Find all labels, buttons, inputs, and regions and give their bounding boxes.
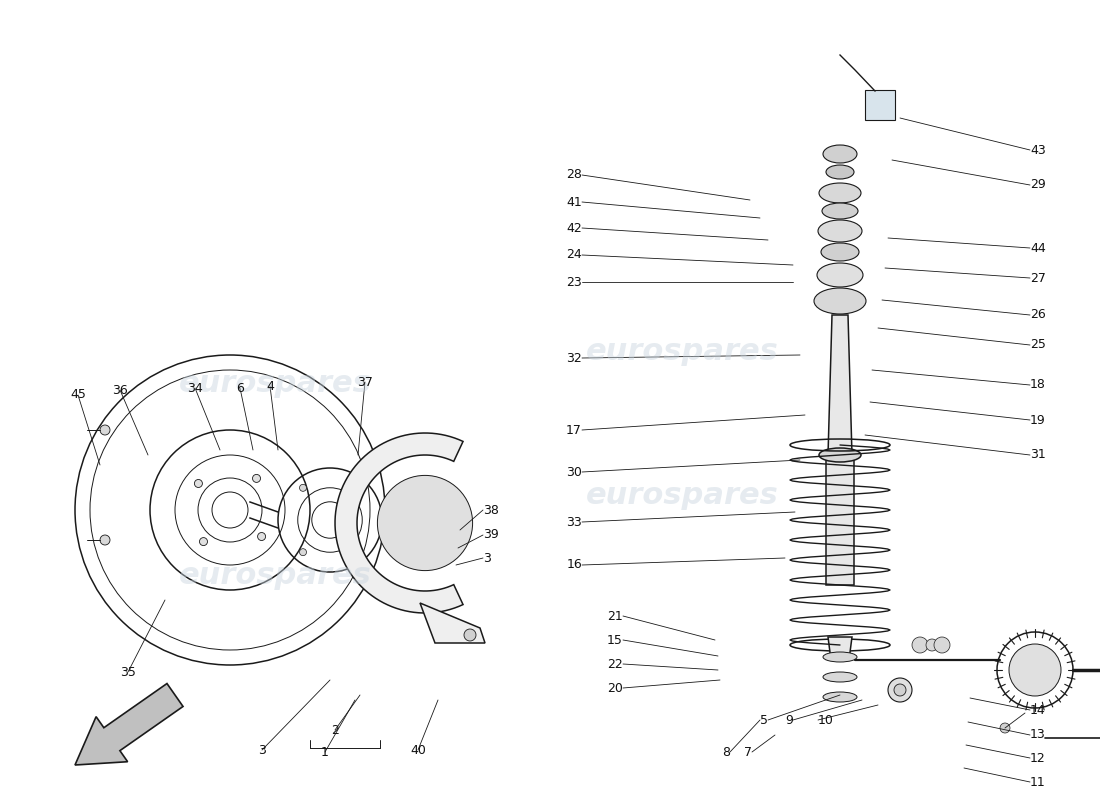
Polygon shape — [420, 603, 485, 643]
Text: 12: 12 — [1030, 751, 1046, 765]
Text: 36: 36 — [112, 383, 128, 397]
Circle shape — [199, 538, 208, 546]
Text: 10: 10 — [818, 714, 834, 726]
Text: 30: 30 — [566, 466, 582, 478]
Ellipse shape — [820, 183, 861, 203]
Text: 21: 21 — [607, 610, 623, 622]
Text: 35: 35 — [120, 666, 136, 678]
Text: 27: 27 — [1030, 271, 1046, 285]
Text: 7: 7 — [744, 746, 752, 758]
Polygon shape — [336, 433, 463, 613]
Text: 24: 24 — [566, 249, 582, 262]
Circle shape — [100, 535, 110, 545]
Text: eurospares: eurospares — [585, 338, 779, 366]
Text: 31: 31 — [1030, 449, 1046, 462]
Text: 1: 1 — [321, 746, 329, 758]
Text: 26: 26 — [1030, 309, 1046, 322]
Text: 18: 18 — [1030, 378, 1046, 391]
Ellipse shape — [823, 672, 857, 682]
Text: eurospares: eurospares — [585, 482, 779, 510]
Ellipse shape — [817, 263, 864, 287]
Text: eurospares: eurospares — [178, 370, 372, 398]
Ellipse shape — [818, 220, 862, 242]
Polygon shape — [828, 637, 852, 660]
Text: 4: 4 — [266, 379, 274, 393]
Text: 28: 28 — [566, 169, 582, 182]
Text: 6: 6 — [236, 382, 244, 394]
Text: 25: 25 — [1030, 338, 1046, 351]
Text: 9: 9 — [785, 714, 793, 726]
Circle shape — [1000, 723, 1010, 733]
Text: 16: 16 — [566, 558, 582, 571]
Text: 45: 45 — [70, 389, 86, 402]
Text: 43: 43 — [1030, 143, 1046, 157]
Ellipse shape — [823, 652, 857, 662]
Circle shape — [894, 684, 906, 696]
Circle shape — [888, 678, 912, 702]
Text: 15: 15 — [607, 634, 623, 646]
Text: 29: 29 — [1030, 178, 1046, 191]
Ellipse shape — [823, 692, 857, 702]
Text: 40: 40 — [410, 743, 426, 757]
Ellipse shape — [826, 165, 854, 179]
Circle shape — [195, 479, 202, 487]
Circle shape — [926, 639, 938, 651]
Ellipse shape — [820, 448, 861, 462]
Ellipse shape — [814, 288, 866, 314]
Circle shape — [377, 475, 473, 570]
Circle shape — [253, 474, 261, 482]
Polygon shape — [826, 455, 854, 585]
Text: 38: 38 — [483, 503, 499, 517]
Text: 39: 39 — [483, 529, 498, 542]
Text: 33: 33 — [566, 515, 582, 529]
Text: 11: 11 — [1030, 775, 1046, 789]
Text: 14: 14 — [1030, 703, 1046, 717]
Polygon shape — [828, 315, 852, 455]
Circle shape — [934, 637, 950, 653]
Circle shape — [299, 484, 307, 491]
Circle shape — [353, 549, 361, 556]
Circle shape — [257, 533, 265, 541]
Text: 41: 41 — [566, 195, 582, 209]
Text: 22: 22 — [607, 658, 623, 670]
Text: 3: 3 — [483, 551, 491, 565]
Text: 37: 37 — [358, 375, 373, 389]
Text: 20: 20 — [607, 682, 623, 694]
Text: 23: 23 — [566, 275, 582, 289]
Circle shape — [100, 425, 110, 435]
Text: 44: 44 — [1030, 242, 1046, 254]
Ellipse shape — [823, 145, 857, 163]
Circle shape — [353, 484, 361, 491]
Ellipse shape — [822, 203, 858, 219]
Text: 34: 34 — [187, 382, 202, 394]
Circle shape — [464, 629, 476, 641]
Text: eurospares: eurospares — [178, 562, 372, 590]
Circle shape — [912, 637, 928, 653]
Text: 17: 17 — [566, 423, 582, 437]
FancyBboxPatch shape — [865, 90, 895, 120]
Text: 5: 5 — [760, 714, 768, 726]
Text: 32: 32 — [566, 351, 582, 365]
Circle shape — [1009, 644, 1062, 696]
Text: 13: 13 — [1030, 729, 1046, 742]
Text: 3: 3 — [258, 743, 266, 757]
Text: 42: 42 — [566, 222, 582, 234]
Text: 8: 8 — [722, 746, 730, 758]
Text: 2: 2 — [331, 723, 339, 737]
FancyArrow shape — [75, 683, 183, 765]
Circle shape — [299, 549, 307, 556]
Text: 19: 19 — [1030, 414, 1046, 426]
Ellipse shape — [821, 243, 859, 261]
